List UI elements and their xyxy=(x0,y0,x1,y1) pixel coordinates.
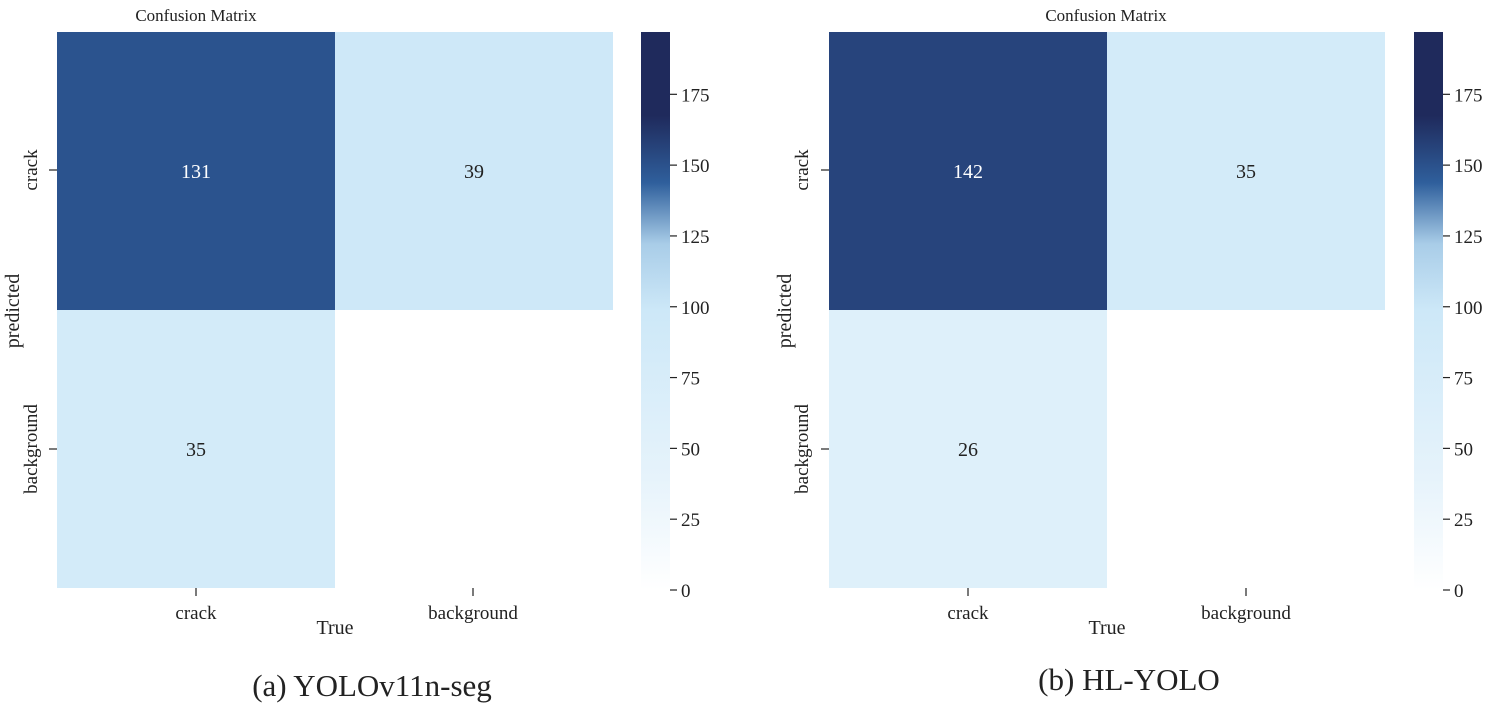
colorbar-tick-label: 0 xyxy=(681,581,691,602)
panel-a: Confusion Matrix 131 39 35 crack backgroun… xyxy=(2,6,710,703)
colorbar-tick-label: 175 xyxy=(1454,85,1483,106)
x-tick-label: crack xyxy=(947,603,989,624)
y-tick-label: crack xyxy=(792,149,813,191)
colorbar-tick-label: 75 xyxy=(681,369,700,390)
x-tick-label: background xyxy=(428,603,518,624)
y-tick-label: background xyxy=(21,404,42,494)
x-tick-label: crack xyxy=(175,603,217,624)
colorbar-gradient xyxy=(1414,32,1443,590)
heatmap-cell xyxy=(57,32,335,310)
colorbar-gradient xyxy=(641,32,670,590)
chart-title: Confusion Matrix xyxy=(135,6,257,25)
heatmap-cell xyxy=(1107,32,1385,310)
cell-value-label: 35 xyxy=(1236,161,1256,183)
y-axis-title: predicted xyxy=(774,274,796,348)
y-tick-label: background xyxy=(792,404,813,494)
y-axis-title: predicted xyxy=(2,274,24,348)
colorbar-tick-label: 100 xyxy=(1454,298,1483,319)
y-tick-label: crack xyxy=(21,149,42,191)
heatmap-cell xyxy=(335,310,613,588)
colorbar: 0 25 50 75 100 125 150 175 xyxy=(641,32,710,602)
x-axis-title: True xyxy=(1088,617,1125,639)
heatmap-cell xyxy=(829,32,1107,310)
colorbar-tick-label: 25 xyxy=(1454,510,1473,531)
cell-value-label: 39 xyxy=(464,161,484,183)
colorbar-tick-label: 50 xyxy=(1454,439,1473,460)
colorbar-tick-label: 150 xyxy=(681,156,710,177)
colorbar-tick-label: 125 xyxy=(1454,227,1483,248)
colorbar-tick-label: 100 xyxy=(681,298,710,319)
caption: (a) YOLOv11n-seg xyxy=(252,668,492,703)
panel-b: Confusion Matrix 142 35 26 crack backgroun… xyxy=(774,6,1483,697)
colorbar-tick-label: 175 xyxy=(681,85,710,106)
colorbar-tick-label: 150 xyxy=(1454,156,1483,177)
cell-value-label: 26 xyxy=(958,439,978,461)
heatmap-cell xyxy=(57,310,335,588)
colorbar: 0 25 50 75 100 125 150 175 xyxy=(1414,32,1483,602)
cell-value-label: 131 xyxy=(181,161,211,183)
heatmap-cell xyxy=(829,310,1107,588)
x-axis-title: True xyxy=(316,617,353,639)
colorbar-tick-label: 0 xyxy=(1454,581,1464,602)
cell-value-label: 142 xyxy=(953,161,983,183)
colorbar-tick-label: 25 xyxy=(681,510,700,531)
colorbar-tick-label: 50 xyxy=(681,439,700,460)
chart-title: Confusion Matrix xyxy=(1045,6,1167,25)
heatmap-cell xyxy=(1107,310,1385,588)
heatmap-cell xyxy=(335,32,613,310)
cell-value-label: 35 xyxy=(186,439,206,461)
caption: (b) HL-YOLO xyxy=(1038,662,1220,697)
colorbar-tick-label: 125 xyxy=(681,227,710,248)
x-tick-label: background xyxy=(1201,603,1291,624)
colorbar-tick-label: 75 xyxy=(1454,369,1473,390)
